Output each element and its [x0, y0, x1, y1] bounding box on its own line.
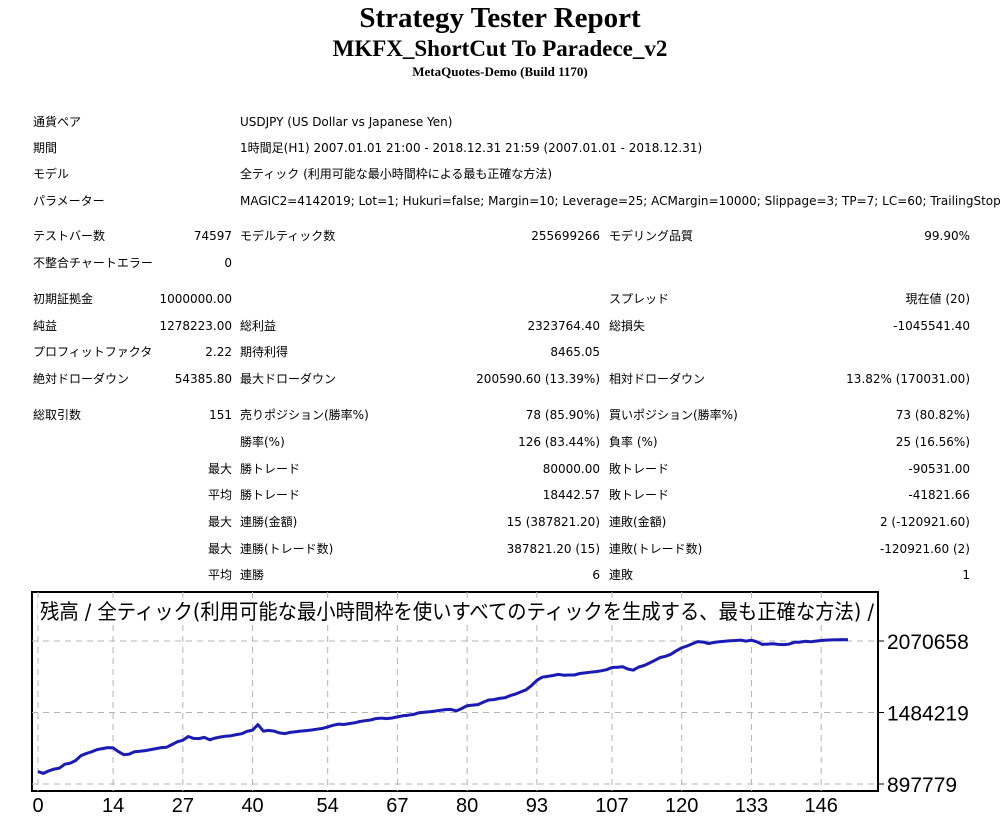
x-tick-label: 133	[735, 795, 768, 817]
abs-drawdown-value: 54385.80	[174, 372, 232, 386]
symbol-label: 通貨ペア	[33, 115, 82, 129]
bars-label: テストバー数	[33, 229, 106, 243]
gross-loss-value: -1045541.40	[893, 319, 970, 333]
quality-value: 99.90%	[924, 229, 970, 243]
win-rate-value: 126 (83.44%)	[518, 435, 600, 449]
win-rate-label: 勝率(%)	[240, 435, 285, 449]
gross-profit-label: 総利益	[240, 319, 277, 333]
avg-consec-loss-value: 1	[962, 568, 970, 582]
gross-profit-value: 2323764.40	[527, 319, 600, 333]
ticks-value: 255699266	[531, 229, 600, 243]
max-consec-win-trades-value: 387821.20 (15)	[506, 542, 600, 556]
max-drawdown-value: 200590.60 (13.39%)	[476, 372, 600, 386]
net-profit-label: 純益	[33, 319, 58, 333]
x-tick-label: 40	[241, 795, 263, 817]
loss-rate-label: 負率 (%)	[609, 435, 658, 449]
avg-consec-win-label: 連勝	[240, 568, 265, 582]
params-value: MAGIC2=4142019; Lot=1; Hukuri=false; Mar…	[240, 194, 1000, 208]
largest-win-label: 勝トレード	[240, 462, 301, 476]
avg-prefix: 平均	[207, 568, 232, 582]
long-positions-label: 買いポジション(勝率%)	[609, 408, 738, 422]
x-tick-label: 80	[456, 795, 478, 817]
deposit-value: 1000000.00	[159, 292, 232, 306]
avg-loss-value: -41821.66	[908, 488, 970, 502]
rel-drawdown-value: 13.82% (170031.00)	[846, 372, 970, 386]
report-title: Strategy Tester Report	[359, 2, 641, 34]
params-label: パラメーター	[33, 194, 105, 208]
deposit-label: 初期証拠金	[33, 292, 94, 306]
max-prefix: 最大	[207, 462, 232, 476]
long-positions-value: 73 (80.82%)	[895, 408, 970, 422]
chart-frame	[31, 591, 879, 792]
spread-value: 現在値 (20)	[905, 292, 970, 306]
max-prefix: 最大	[207, 515, 232, 529]
period-label: 期間	[33, 141, 58, 155]
chart-title: 残高 / 全ティック(利用可能な最小時間枠を使いすべてのティックを生成する、最も…	[40, 600, 875, 624]
balance-chart: 2070658 1484219 897779 0 14 27 40 54 67 80 93 107 12…	[0, 588, 1000, 819]
profit-factor-value: 2.22	[205, 345, 232, 359]
short-positions-label: 売りポジション(勝率%)	[240, 408, 369, 422]
avg-prefix: 平均	[207, 488, 232, 502]
avg-win-value: 18442.57	[542, 488, 600, 502]
max-consec-win-trades-label: 連勝(トレード数)	[240, 542, 334, 556]
x-tick-label: 67	[386, 795, 408, 817]
y-tick-label: 897779	[887, 774, 957, 797]
max-consec-loss-money-value: 2 (-120921.60)	[879, 515, 970, 529]
mismatch-value: 0	[224, 256, 232, 270]
x-tick-label: 0	[32, 795, 43, 817]
largest-loss-label: 敗トレード	[609, 462, 670, 476]
net-profit-value: 1278223.00	[159, 319, 232, 333]
max-prefix: 最大	[207, 542, 232, 556]
max-consec-loss-money-label: 連敗(金額)	[609, 515, 667, 529]
max-consec-win-money-value: 15 (387821.20)	[506, 515, 600, 529]
abs-drawdown-label: 絶対ドローダウン	[33, 372, 130, 386]
total-trades-value: 151	[209, 408, 232, 422]
max-drawdown-label: 最大ドローダウン	[240, 372, 337, 386]
x-tick-label: 27	[172, 795, 194, 817]
rel-drawdown-label: 相対ドローダウン	[609, 372, 706, 386]
total-trades-label: 総取引数	[33, 408, 82, 422]
chart-title-backing	[38, 600, 877, 624]
mismatch-label: 不整合チャートエラー	[33, 256, 153, 270]
max-consec-loss-trades-label: 連敗(トレード数)	[609, 542, 703, 556]
avg-win-label: 勝トレード	[240, 488, 301, 502]
period-value: 1時間足(H1) 2007.01.01 21:00 - 2018.12.31 2…	[240, 141, 703, 155]
server-build: MetaQuotes-Demo (Build 1170)	[412, 64, 588, 79]
x-tick-label: 14	[102, 795, 124, 817]
y-tick-label: 2070658	[887, 631, 969, 654]
loss-rate-value: 25 (16.56%)	[895, 435, 970, 449]
y-tick-label: 1484219	[887, 702, 969, 725]
spread-label: スプレッド	[609, 292, 670, 306]
balance-chart-svg: 2070658 1484219 897779 0 14 27 40 54 67 80 93 107 12…	[31, 591, 969, 817]
expert-name: MKFX_ShortCut To Paradece_v2	[332, 36, 668, 61]
symbol-value: USDJPY (US Dollar vs Japanese Yen)	[240, 115, 453, 129]
quality-label: モデリング品質	[609, 229, 694, 243]
x-tick-label: 120	[665, 795, 698, 817]
gross-loss-label: 総損失	[609, 319, 646, 333]
expected-payoff-value: 8465.05	[550, 345, 600, 359]
bars-value: 74597	[193, 229, 232, 243]
x-tick-label: 146	[804, 795, 837, 817]
profit-factor-label: プロフィットファクタ	[33, 345, 153, 359]
avg-consec-loss-label: 連敗	[609, 568, 634, 582]
x-tick-label: 93	[526, 795, 548, 817]
largest-win-value: 80000.00	[542, 462, 600, 476]
largest-loss-value: -90531.00	[908, 462, 970, 476]
balance-series-line	[37, 638, 849, 775]
short-positions-value: 78 (85.90%)	[525, 408, 600, 422]
avg-loss-label: 敗トレード	[609, 488, 670, 502]
model-value: 全ティック (利用可能な最小時間枠による最も正確な方法)	[240, 167, 553, 181]
x-tick-label: 107	[595, 795, 628, 817]
x-tick-label: 54	[317, 795, 339, 817]
avg-consec-win-value: 6	[592, 568, 600, 582]
ticks-label: モデルティック数	[240, 229, 336, 243]
expected-payoff-label: 期待利得	[240, 345, 289, 359]
max-consec-win-money-label: 連勝(金額)	[240, 515, 298, 529]
max-consec-loss-trades-value: -120921.60 (2)	[879, 542, 970, 556]
model-label: モデル	[33, 167, 70, 181]
